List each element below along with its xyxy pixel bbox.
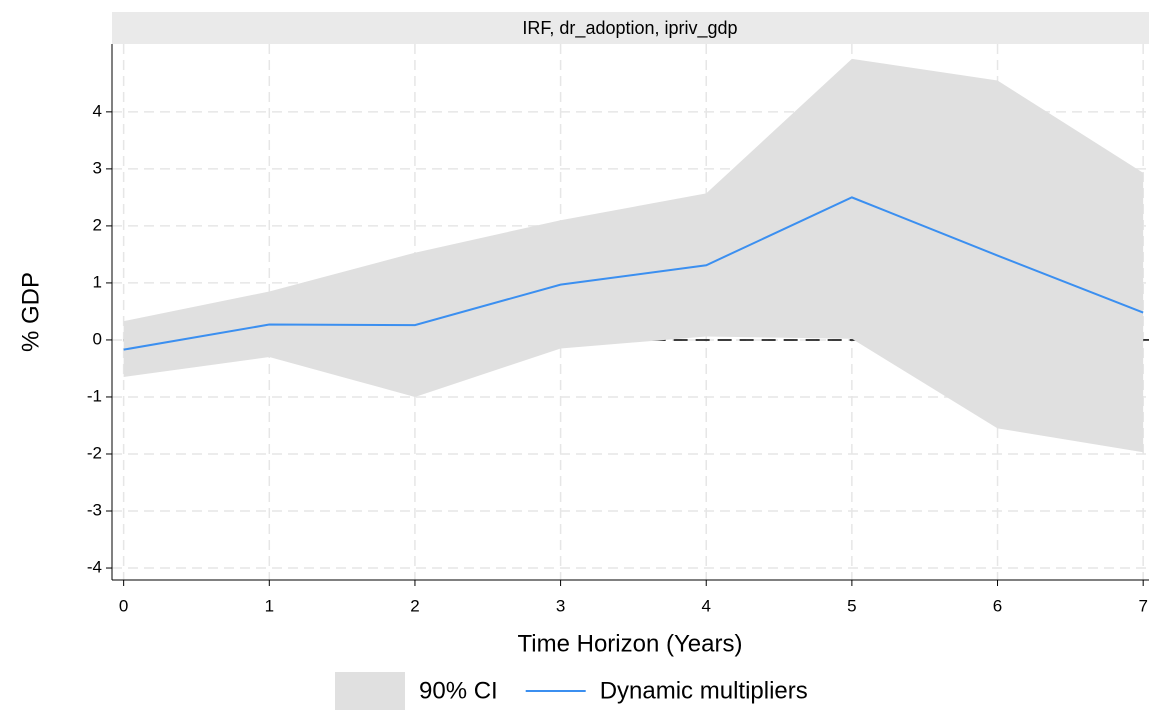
ci-band [123, 58, 1144, 453]
y-tick-label: 0 [93, 329, 102, 348]
legend-swatch [335, 672, 405, 710]
y-tick-label: 3 [93, 158, 102, 177]
y-tick-label: -3 [87, 500, 102, 519]
line [123, 196, 1144, 351]
legend-label: 90% CI [419, 677, 498, 704]
y-tick-label: -1 [87, 386, 102, 405]
x-tick-label: 3 [556, 596, 565, 615]
x-tick-label: 5 [847, 596, 856, 615]
y-axis-label: % GDP [17, 272, 44, 352]
x-axis-label: Time Horizon (Years) [518, 630, 743, 657]
y-tick-label: 2 [93, 215, 102, 234]
chart-title: IRF, dr_adoption, ipriv_gdp [522, 18, 737, 39]
x-tick-label: 7 [1138, 596, 1147, 615]
x-tick-label: 1 [265, 596, 274, 615]
y-tick-label: 4 [93, 101, 102, 120]
x-tick-label: 0 [119, 596, 128, 615]
legend-label: Dynamic multipliers [600, 677, 808, 704]
x-tick-label: 4 [702, 596, 711, 615]
x-tick-label: 2 [410, 596, 419, 615]
y-tick-label: 1 [93, 272, 102, 291]
title-bar [112, 12, 1149, 44]
y-tick-label: -4 [87, 558, 102, 577]
x-tick-label: 6 [993, 596, 1002, 615]
y-tick-label: -2 [87, 443, 102, 462]
